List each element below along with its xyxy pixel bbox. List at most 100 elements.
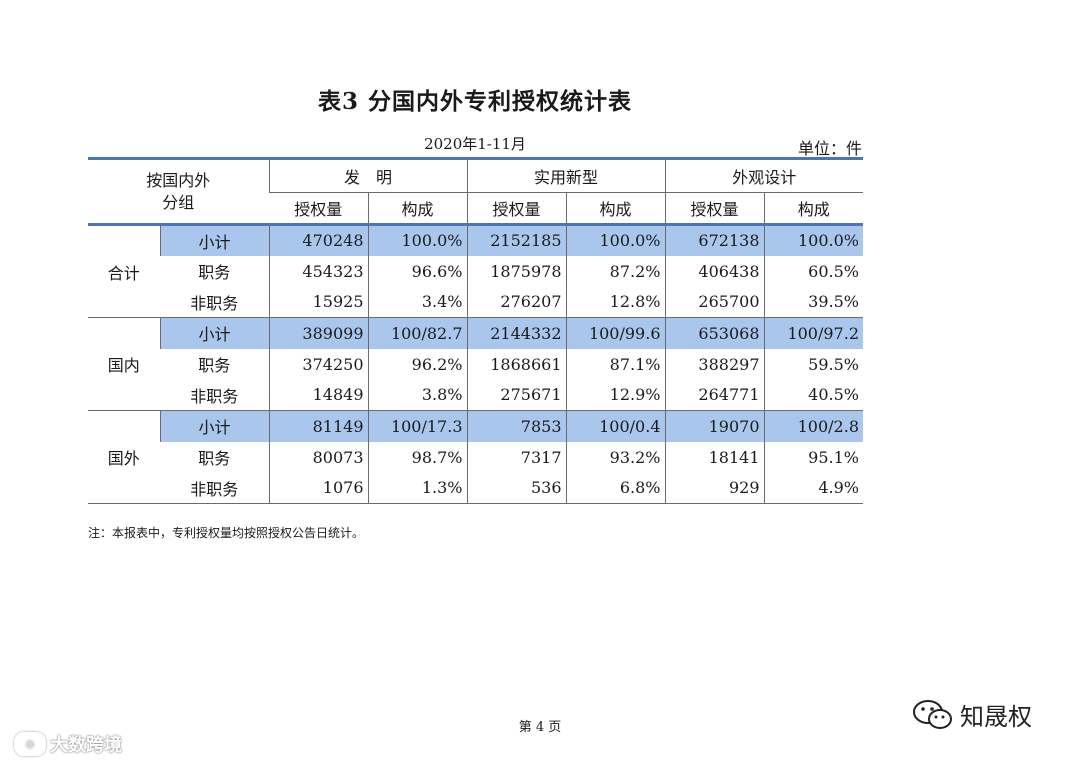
table-title: 表3 分国内外专利授权统计表 — [317, 88, 632, 115]
cell: 100/2.8 — [763, 410, 863, 442]
watermark-left-text: 大数跨境 — [50, 735, 122, 756]
cell: 87.2% — [565, 255, 665, 287]
category-header-utility-model: 实用新型 — [466, 157, 665, 193]
cell: 264771 — [664, 379, 764, 411]
category-header-invention: 发 明 — [268, 157, 467, 193]
row-label: 小计 — [159, 224, 269, 256]
wechat-icon — [913, 699, 952, 729]
cell: 100.0% — [565, 224, 665, 256]
sub-header: 构成 — [565, 192, 665, 226]
cell: 100/82.7 — [367, 317, 467, 349]
cell: 3.4% — [367, 286, 467, 318]
row-label: 小计 — [159, 410, 269, 442]
cell: 93.2% — [565, 441, 665, 473]
table-row: 职务 374250 96.2% 1868661 87.1% 388297 59.… — [88, 348, 863, 380]
group-header-line1: 按国内外 — [146, 170, 211, 190]
group-header: 按国内外 分组 — [88, 157, 269, 226]
cell: 81149 — [268, 410, 368, 442]
cell: 19070 — [664, 410, 764, 442]
row-label: 职务 — [198, 356, 231, 375]
footnote: 注：本报表中，专利授权量均按照授权公告日统计。 — [88, 526, 365, 540]
cell: 40.5% — [763, 379, 863, 411]
cell: 14849 — [268, 379, 368, 411]
cell: 1.3% — [367, 472, 467, 504]
group-label: 国内 — [88, 317, 160, 411]
cell: 95.1% — [763, 441, 863, 473]
cell: 98.7% — [367, 441, 467, 473]
group-foreign: 国外 小计 81149 100/17.3 7853 100/0.4 19070 … — [88, 410, 863, 504]
cell: 15925 — [268, 286, 368, 318]
cell: 1076 — [268, 472, 368, 504]
group-header-line2: 分组 — [162, 192, 195, 212]
report-period: 2020年1-11月 — [424, 135, 526, 153]
cell: 2144332 — [466, 317, 566, 349]
cell: 100/17.3 — [367, 410, 467, 442]
table-row: 非职务 1076 1.3% 536 6.8% 929 4.9% — [88, 472, 863, 504]
page-number: 第 4 页 — [518, 720, 562, 735]
cell: 100.0% — [367, 224, 467, 256]
sub-header: 授权量 — [664, 192, 764, 226]
cell: 100/0.4 — [565, 410, 665, 442]
watermark-logo-icon: ◎ — [14, 732, 46, 756]
cell: 4.9% — [763, 472, 863, 504]
cell: 265700 — [664, 286, 764, 318]
group-total: 合计 小计 470248 100.0% 2152185 100.0% 67213… — [88, 224, 863, 318]
cell: 87.1% — [565, 348, 665, 380]
cell: 929 — [664, 472, 764, 504]
watermark-right: 知晟权 — [912, 697, 1032, 732]
cell: 39.5% — [763, 286, 863, 318]
sub-header: 构成 — [367, 192, 467, 226]
cell: 536 — [466, 472, 566, 504]
group-label: 合计 — [88, 224, 160, 318]
cell: 59.5% — [763, 348, 863, 380]
cell: 2152185 — [466, 224, 566, 256]
patent-grant-table: 按国内外 分组 发 明 实用新型 外观设计 授权量 构成 授权量 构成 授权量 … — [88, 157, 863, 504]
table-row: 合计 小计 470248 100.0% 2152185 100.0% 67213… — [88, 224, 863, 318]
cell: 389099 — [268, 317, 368, 349]
table-row: 职务 454323 96.6% 1875978 87.2% 406438 60.… — [88, 255, 863, 287]
cell: 374250 — [268, 348, 368, 380]
group-domestic: 国内 小计 389099 100/82.7 2144332 100/99.6 6… — [88, 317, 863, 411]
cell: 275671 — [466, 379, 566, 411]
cell: 3.8% — [367, 379, 467, 411]
group-label: 国外 — [88, 410, 160, 504]
cell: 1868661 — [466, 348, 566, 380]
cell: 454323 — [268, 255, 368, 287]
watermark-left: ◎ 大数跨境 — [14, 731, 122, 757]
cell: 7853 — [466, 410, 566, 442]
cell: 388297 — [664, 348, 764, 380]
sub-header: 授权量 — [269, 192, 368, 226]
cell: 12.9% — [565, 379, 665, 411]
cell: 12.8% — [565, 286, 665, 318]
cell: 276207 — [466, 286, 566, 318]
watermark-right-text: 知晟权 — [960, 703, 1032, 731]
cell: 7317 — [466, 441, 566, 473]
cell: 653068 — [664, 317, 764, 349]
cell: 60.5% — [763, 255, 863, 287]
cell: 100/97.2 — [763, 317, 863, 349]
cell: 80073 — [268, 441, 368, 473]
sub-header: 构成 — [763, 192, 863, 226]
cell: 406438 — [664, 255, 764, 287]
cell: 1875978 — [466, 255, 566, 287]
row-label: 非职务 — [190, 386, 239, 406]
table-row: 非职务 14849 3.8% 275671 12.9% 264771 40.5% — [88, 379, 863, 411]
table-row: 非职务 15925 3.4% 276207 12.8% 265700 39.5% — [88, 286, 863, 318]
cell: 18141 — [664, 441, 764, 473]
cell: 96.6% — [367, 255, 467, 287]
row-label: 职务 — [198, 263, 231, 282]
cell: 96.2% — [367, 348, 467, 380]
sub-header: 授权量 — [466, 192, 566, 226]
row-label: 小计 — [159, 317, 269, 349]
cell: 100/99.6 — [565, 317, 665, 349]
cell: 6.8% — [565, 472, 665, 504]
table-row: 职务 80073 98.7% 7317 93.2% 18141 95.1% — [88, 441, 863, 473]
category-header-design: 外观设计 — [664, 157, 863, 193]
row-label: 非职务 — [160, 472, 269, 504]
row-label: 非职务 — [190, 293, 239, 313]
cell: 672138 — [664, 224, 764, 256]
cell: 100.0% — [763, 224, 863, 256]
row-label: 职务 — [198, 449, 231, 468]
table-row: 国外 小计 81149 100/17.3 7853 100/0.4 19070 … — [88, 410, 863, 504]
cell: 470248 — [268, 224, 368, 256]
